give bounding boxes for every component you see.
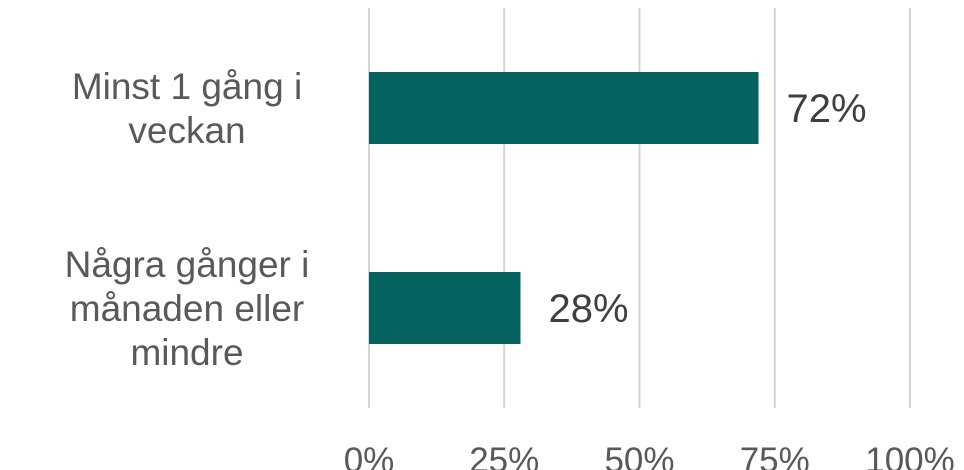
x-axis-tick-labels: 0% 25% 50% 75% 100% <box>344 441 955 470</box>
gridlines <box>368 8 911 408</box>
category-label-line: mindre <box>130 332 243 373</box>
category-labels: Minst 1 gång i veckan Några gånger i månade… <box>65 66 310 373</box>
data-label: 28% <box>548 287 628 331</box>
x-tick-label: 50% <box>604 441 674 470</box>
category-label-line: veckan <box>128 110 245 151</box>
x-tick-label: 25% <box>469 441 539 470</box>
bar <box>369 272 521 344</box>
category-label-line: månaden eller <box>70 288 304 329</box>
data-labels: 72% 28% <box>548 87 866 331</box>
category-label: Minst 1 gång i veckan <box>72 66 302 151</box>
data-label: 72% <box>787 87 867 131</box>
bars <box>369 72 759 344</box>
bar <box>369 72 759 144</box>
category-label-line: Minst 1 gång i <box>72 66 302 107</box>
category-label: Några gånger i månaden eller mindre <box>65 244 310 373</box>
category-label-line: Några gånger i <box>65 244 310 285</box>
x-tick-label: 100% <box>865 441 955 470</box>
x-tick-label: 0% <box>344 441 395 470</box>
x-tick-label: 75% <box>740 441 810 470</box>
